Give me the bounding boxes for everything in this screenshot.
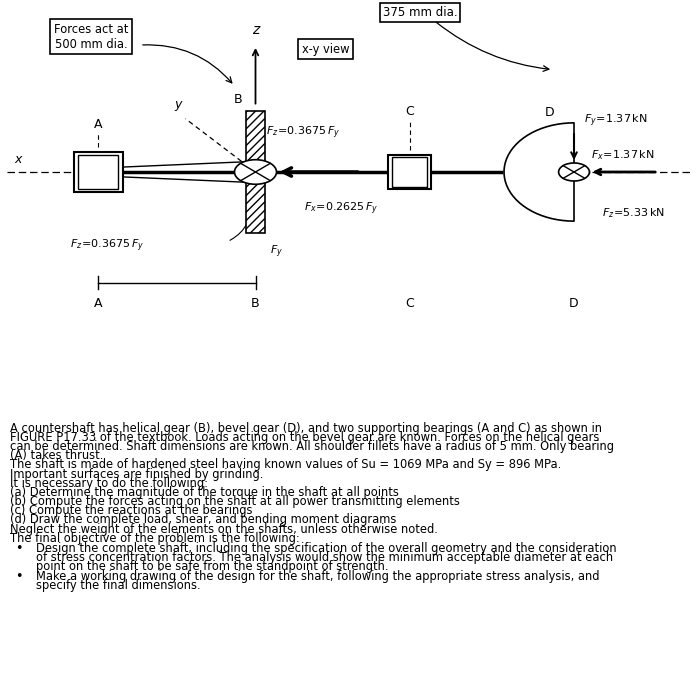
Text: $F_y\!=\!1.37\,\mathrm{kN}$: $F_y\!=\!1.37\,\mathrm{kN}$: [584, 113, 648, 129]
FancyArrowPatch shape: [436, 22, 549, 71]
Circle shape: [234, 160, 276, 184]
Text: •: •: [15, 542, 22, 554]
Bar: [392, 158, 427, 186]
Text: C: C: [405, 297, 414, 310]
Text: •: •: [15, 570, 22, 582]
Text: y: y: [175, 97, 182, 111]
Text: Make a working drawing of the design for the shaft, following the appropriate st: Make a working drawing of the design for…: [36, 570, 599, 582]
Text: (b) Compute the forces acting on the shaft at all power transmitting elements: (b) Compute the forces acting on the sha…: [10, 495, 461, 508]
Text: (A) takes thrust.: (A) takes thrust.: [10, 449, 104, 462]
Text: $F_z\!=\!5.33\,\mathrm{kN}$: $F_z\!=\!5.33\,\mathrm{kN}$: [602, 206, 665, 220]
Text: B: B: [251, 297, 260, 310]
Text: $F_x\!=\!1.37\,\mathrm{kN}$: $F_x\!=\!1.37\,\mathrm{kN}$: [591, 148, 654, 162]
Text: can be determined. Shaft dimensions are known. All shoulder fillets have a radiu: can be determined. Shaft dimensions are …: [10, 440, 615, 453]
Text: 375 mm dia.: 375 mm dia.: [383, 6, 457, 19]
Text: $F_x\!=\!0.2625\,F_y$: $F_x\!=\!0.2625\,F_y$: [304, 201, 379, 217]
Text: The shaft is made of hardened steel having known values of Su = 1069 MPa and Sy : The shaft is made of hardened steel havi…: [10, 458, 561, 471]
Bar: [74, 151, 122, 192]
Text: point on the shaft to be safe from the standpoint of strength.: point on the shaft to be safe from the s…: [36, 560, 388, 573]
Text: (a) Determine the magnitude of the torque in the shaft at all points: (a) Determine the magnitude of the torqu…: [10, 486, 399, 499]
Text: Forces act at
500 mm dia.: Forces act at 500 mm dia.: [54, 23, 128, 51]
Polygon shape: [504, 123, 574, 221]
Text: A: A: [94, 118, 102, 131]
Text: $F_y$: $F_y$: [270, 244, 283, 260]
FancyArrowPatch shape: [143, 45, 232, 83]
Text: (d) Draw the complete load, shear, and bending moment diagrams: (d) Draw the complete load, shear, and b…: [10, 514, 397, 526]
Text: x: x: [14, 153, 22, 166]
Text: D: D: [545, 106, 554, 119]
Text: Neglect the weight of the elements on the shafts, unless otherwise noted.: Neglect the weight of the elements on th…: [10, 523, 438, 536]
Text: $F_z\!=\!0.3675\,F_y$: $F_z\!=\!0.3675\,F_y$: [70, 237, 145, 254]
Text: The final objective of the problem is the following:: The final objective of the problem is th…: [10, 532, 300, 545]
Text: (c) Compute the reactions at the bearings: (c) Compute the reactions at the bearing…: [10, 504, 253, 517]
Text: C: C: [405, 105, 414, 118]
Bar: [78, 155, 118, 189]
Text: $F_z\!=\!0.3675\,F_y$: $F_z\!=\!0.3675\,F_y$: [266, 125, 341, 141]
Text: x-y view: x-y view: [302, 43, 349, 55]
Bar: [389, 155, 430, 190]
Text: Design the complete shaft, including the specification of the overall geometry a: Design the complete shaft, including the…: [36, 542, 617, 554]
Text: It is necessary to do the following:: It is necessary to do the following:: [10, 477, 209, 490]
Text: A: A: [94, 297, 102, 310]
Text: Important surfaces are finished by grinding.: Important surfaces are finished by grind…: [10, 468, 264, 480]
Text: specify the final dimensions.: specify the final dimensions.: [36, 579, 200, 592]
FancyArrowPatch shape: [230, 199, 250, 240]
Text: D: D: [569, 297, 579, 310]
Bar: [246, 111, 265, 233]
Circle shape: [559, 163, 589, 181]
Text: of stress concentration factors. The analysis would show the minimum acceptable : of stress concentration factors. The ana…: [36, 551, 613, 564]
Text: z: z: [252, 23, 259, 37]
Text: FIGURE P17.33 of the textbook. Loads acting on the bevel gear are known. Forces : FIGURE P17.33 of the textbook. Loads act…: [10, 430, 600, 444]
Text: A countershaft has helical gear (B), bevel gear (D), and two supporting bearings: A countershaft has helical gear (B), bev…: [10, 421, 603, 435]
Text: B: B: [234, 94, 242, 106]
